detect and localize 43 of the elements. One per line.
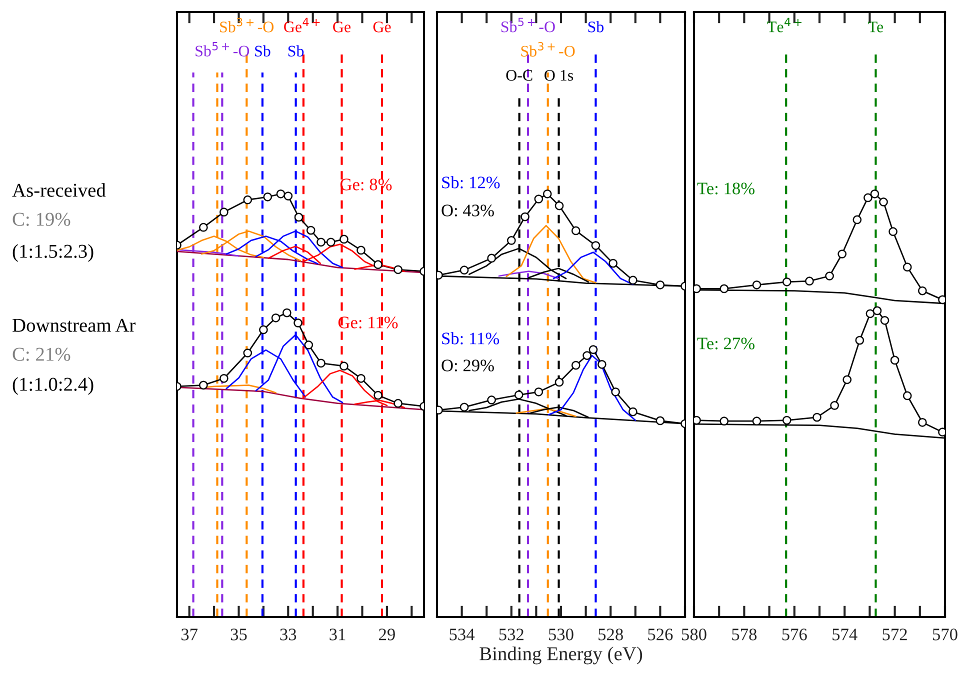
x-tick-label: 570 bbox=[932, 628, 958, 640]
x-tick-label: 37 bbox=[182, 628, 198, 640]
annotation: Te: 18% bbox=[697, 182, 754, 194]
x-tick-label: 534 bbox=[450, 628, 475, 640]
annotation: O: 29% bbox=[442, 360, 494, 372]
x-axis-title: Binding Energy (eV) bbox=[480, 646, 642, 664]
annotation: Te: 27% bbox=[697, 338, 754, 350]
text: C: 19% bbox=[12, 212, 70, 226]
ref-line-label: Te$^{4+}$ bbox=[767, 18, 802, 32]
annotation: Sb: 11% bbox=[442, 332, 500, 344]
x-tick-label: 532 bbox=[499, 628, 524, 640]
ref-line-label: Sb$^{3+}$-O bbox=[220, 18, 274, 32]
ref-line-label: Ge$^{4+}$ bbox=[284, 18, 320, 32]
ref-line-label: Sb bbox=[288, 45, 304, 57]
x-tick-label: 580 bbox=[682, 628, 706, 640]
ref-line-label: O-C bbox=[506, 70, 532, 81]
x-tick-label: 33 bbox=[280, 628, 296, 640]
ref-line-label: Ge bbox=[333, 22, 351, 32]
ref-line-label: Ge bbox=[373, 22, 391, 32]
ref-line-label: Sb$^{5+}$-O bbox=[501, 18, 555, 32]
ref-line-label: Sb$^{3+}$-O bbox=[521, 42, 575, 57]
ref-line-label: Sb bbox=[255, 45, 270, 57]
x-tick-label: 29 bbox=[379, 628, 395, 640]
x-tick-label: 526 bbox=[648, 628, 673, 640]
x-tick-label: 576 bbox=[782, 628, 807, 640]
ref-line-label: Sb bbox=[588, 21, 604, 32]
x-tick-label: 530 bbox=[548, 628, 574, 640]
text: (1:1.5:2.3) bbox=[12, 244, 94, 262]
text: As-received bbox=[12, 183, 106, 197]
ref-line-label: Te bbox=[868, 22, 884, 32]
x-tick-label: 35 bbox=[230, 628, 247, 640]
x-tick-label: 578 bbox=[732, 628, 757, 640]
text: C: 21% bbox=[12, 348, 70, 361]
text: (1:1.0:2.4) bbox=[12, 377, 94, 395]
annotation: O: 43% bbox=[442, 204, 494, 216]
x-tick-label: 528 bbox=[598, 628, 623, 640]
x-tick-label: 31 bbox=[330, 628, 346, 640]
text: Sb: 12% bbox=[442, 176, 500, 188]
x-tick-label: 574 bbox=[832, 628, 858, 640]
x-tick-label: 572 bbox=[882, 628, 907, 640]
ref-line-label: O 1s bbox=[544, 70, 574, 81]
text: Downstream Ar bbox=[12, 318, 136, 332]
ref-line-label: Sb$^{5+}$-O bbox=[196, 42, 250, 56]
